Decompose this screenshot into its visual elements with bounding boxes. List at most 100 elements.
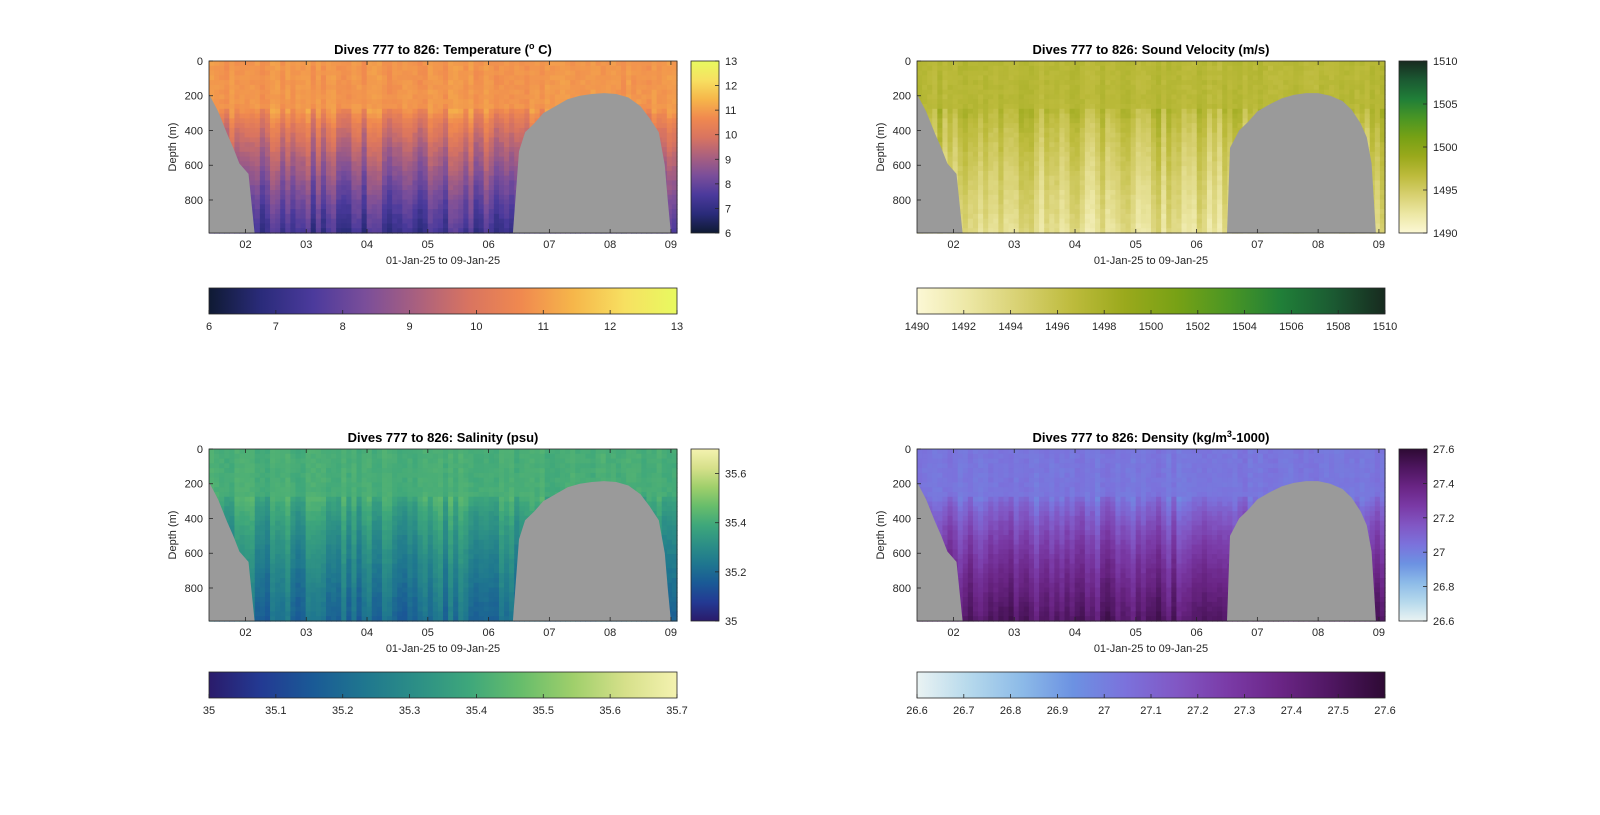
heatmap-cell — [952, 166, 959, 172]
heatmap-cell — [285, 151, 291, 158]
heatmap-cell — [402, 147, 408, 153]
heatmap-cell — [641, 99, 648, 105]
heatmap-cell — [1110, 185, 1116, 191]
heatmap-cell — [983, 142, 989, 148]
heatmap-cell — [361, 166, 368, 172]
heatmap-cell — [341, 94, 347, 100]
heatmap-cell — [422, 75, 429, 81]
heatmap-cell — [1084, 199, 1091, 205]
heatmap-cell — [376, 142, 383, 148]
heatmap-cell — [412, 166, 419, 172]
heatmap-cell — [305, 108, 312, 115]
heatmap-cell — [214, 104, 220, 110]
heatmap-cell — [993, 132, 999, 139]
heatmap-cell — [315, 161, 322, 167]
heatmap-cell — [249, 185, 256, 191]
heatmap-cell — [336, 65, 342, 72]
heatmap-cell — [300, 223, 307, 229]
heatmap-cell — [1028, 199, 1035, 205]
heatmap-cell — [249, 65, 256, 72]
heatmap-cell — [575, 84, 581, 91]
heatmap-cell — [443, 194, 449, 201]
heatmap-cell — [478, 199, 485, 205]
heatmap-cell — [361, 65, 368, 72]
heatmap-cell — [249, 108, 256, 115]
heatmap-cell — [1135, 218, 1142, 225]
heatmap-cell — [214, 70, 220, 76]
heatmap-cell — [1130, 132, 1137, 139]
heatmap-cell — [381, 156, 388, 162]
heatmap-cell — [351, 132, 358, 139]
heatmap-cell — [427, 185, 434, 191]
heatmap-cell — [275, 218, 281, 225]
heatmap-cell — [387, 127, 393, 134]
heatmap-cell — [366, 65, 373, 72]
heatmap-cell — [376, 170, 383, 177]
heatmap-cell — [366, 209, 373, 215]
heatmap-cell — [1074, 61, 1081, 67]
heatmap-cell — [1115, 204, 1122, 210]
heatmap-cell — [1125, 65, 1132, 72]
heatmap-cell — [498, 94, 505, 100]
heatmap-cell — [397, 194, 403, 201]
heatmap-cell — [983, 70, 989, 76]
heatmap-cell — [509, 99, 515, 105]
heatmap-cell — [1074, 199, 1081, 205]
heatmap-cell — [1120, 228, 1127, 234]
heatmap-cell — [407, 223, 414, 229]
heatmap-cell — [264, 61, 271, 67]
heatmap-cell — [259, 166, 266, 172]
heatmap-cell — [937, 61, 944, 67]
heatmap-cell — [275, 65, 281, 72]
heatmap-cell — [1044, 132, 1050, 139]
heatmap-cell — [478, 151, 485, 158]
heatmap-cell — [310, 199, 317, 205]
heatmap-cell — [443, 84, 449, 91]
heatmap-cell — [595, 89, 602, 96]
heatmap-cell — [962, 223, 969, 229]
heatmap-cell — [290, 190, 297, 196]
heatmap-cell — [1013, 194, 1020, 201]
heatmap-cell — [509, 108, 515, 115]
heatmap-cell — [1105, 132, 1111, 139]
heatmap-cell — [972, 218, 979, 225]
heatmap-cell — [300, 108, 307, 115]
heatmap-cell — [1074, 185, 1081, 191]
heatmap-cell — [1140, 166, 1147, 172]
heatmap-cell — [280, 123, 286, 129]
temperature-y-axis-label: Depth (m) — [167, 123, 179, 172]
heatmap-cell — [483, 65, 490, 72]
heatmap-cell — [392, 113, 398, 119]
heatmap-cell — [290, 108, 297, 115]
heatmap-cell — [397, 89, 403, 96]
heatmap-cell — [387, 123, 393, 129]
heatmap-cell — [407, 185, 414, 191]
heatmap-cell — [534, 65, 541, 72]
heatmap-cell — [478, 147, 485, 153]
heatmap-cell — [1008, 213, 1015, 220]
heatmap-cell — [463, 213, 470, 220]
heatmap-cell — [264, 180, 271, 186]
heatmap-cell — [275, 194, 281, 201]
heatmap-cell — [1023, 132, 1030, 139]
heatmap-cell — [1059, 94, 1066, 100]
heatmap-cell — [336, 118, 342, 124]
heatmap-cell — [962, 199, 969, 205]
heatmap-cell — [432, 137, 439, 143]
heatmap-cell — [443, 185, 449, 191]
heatmap-cell — [1100, 84, 1106, 91]
heatmap-cell — [422, 190, 429, 196]
heatmap-cell — [1049, 213, 1055, 220]
heatmap-cell — [285, 228, 291, 234]
heatmap-cell — [1110, 213, 1116, 220]
heatmap-cell — [254, 118, 261, 124]
heatmap-cell — [1023, 185, 1030, 191]
heatmap-cell — [1028, 204, 1035, 210]
heatmap-cell — [254, 175, 261, 182]
heatmap-cell — [1039, 190, 1045, 196]
heatmap-cell — [412, 70, 419, 76]
heatmap-cell — [972, 70, 979, 76]
heatmap-cell — [463, 161, 470, 167]
heatmap-cell — [1084, 70, 1091, 76]
x-tick-label: 09 — [665, 239, 677, 251]
